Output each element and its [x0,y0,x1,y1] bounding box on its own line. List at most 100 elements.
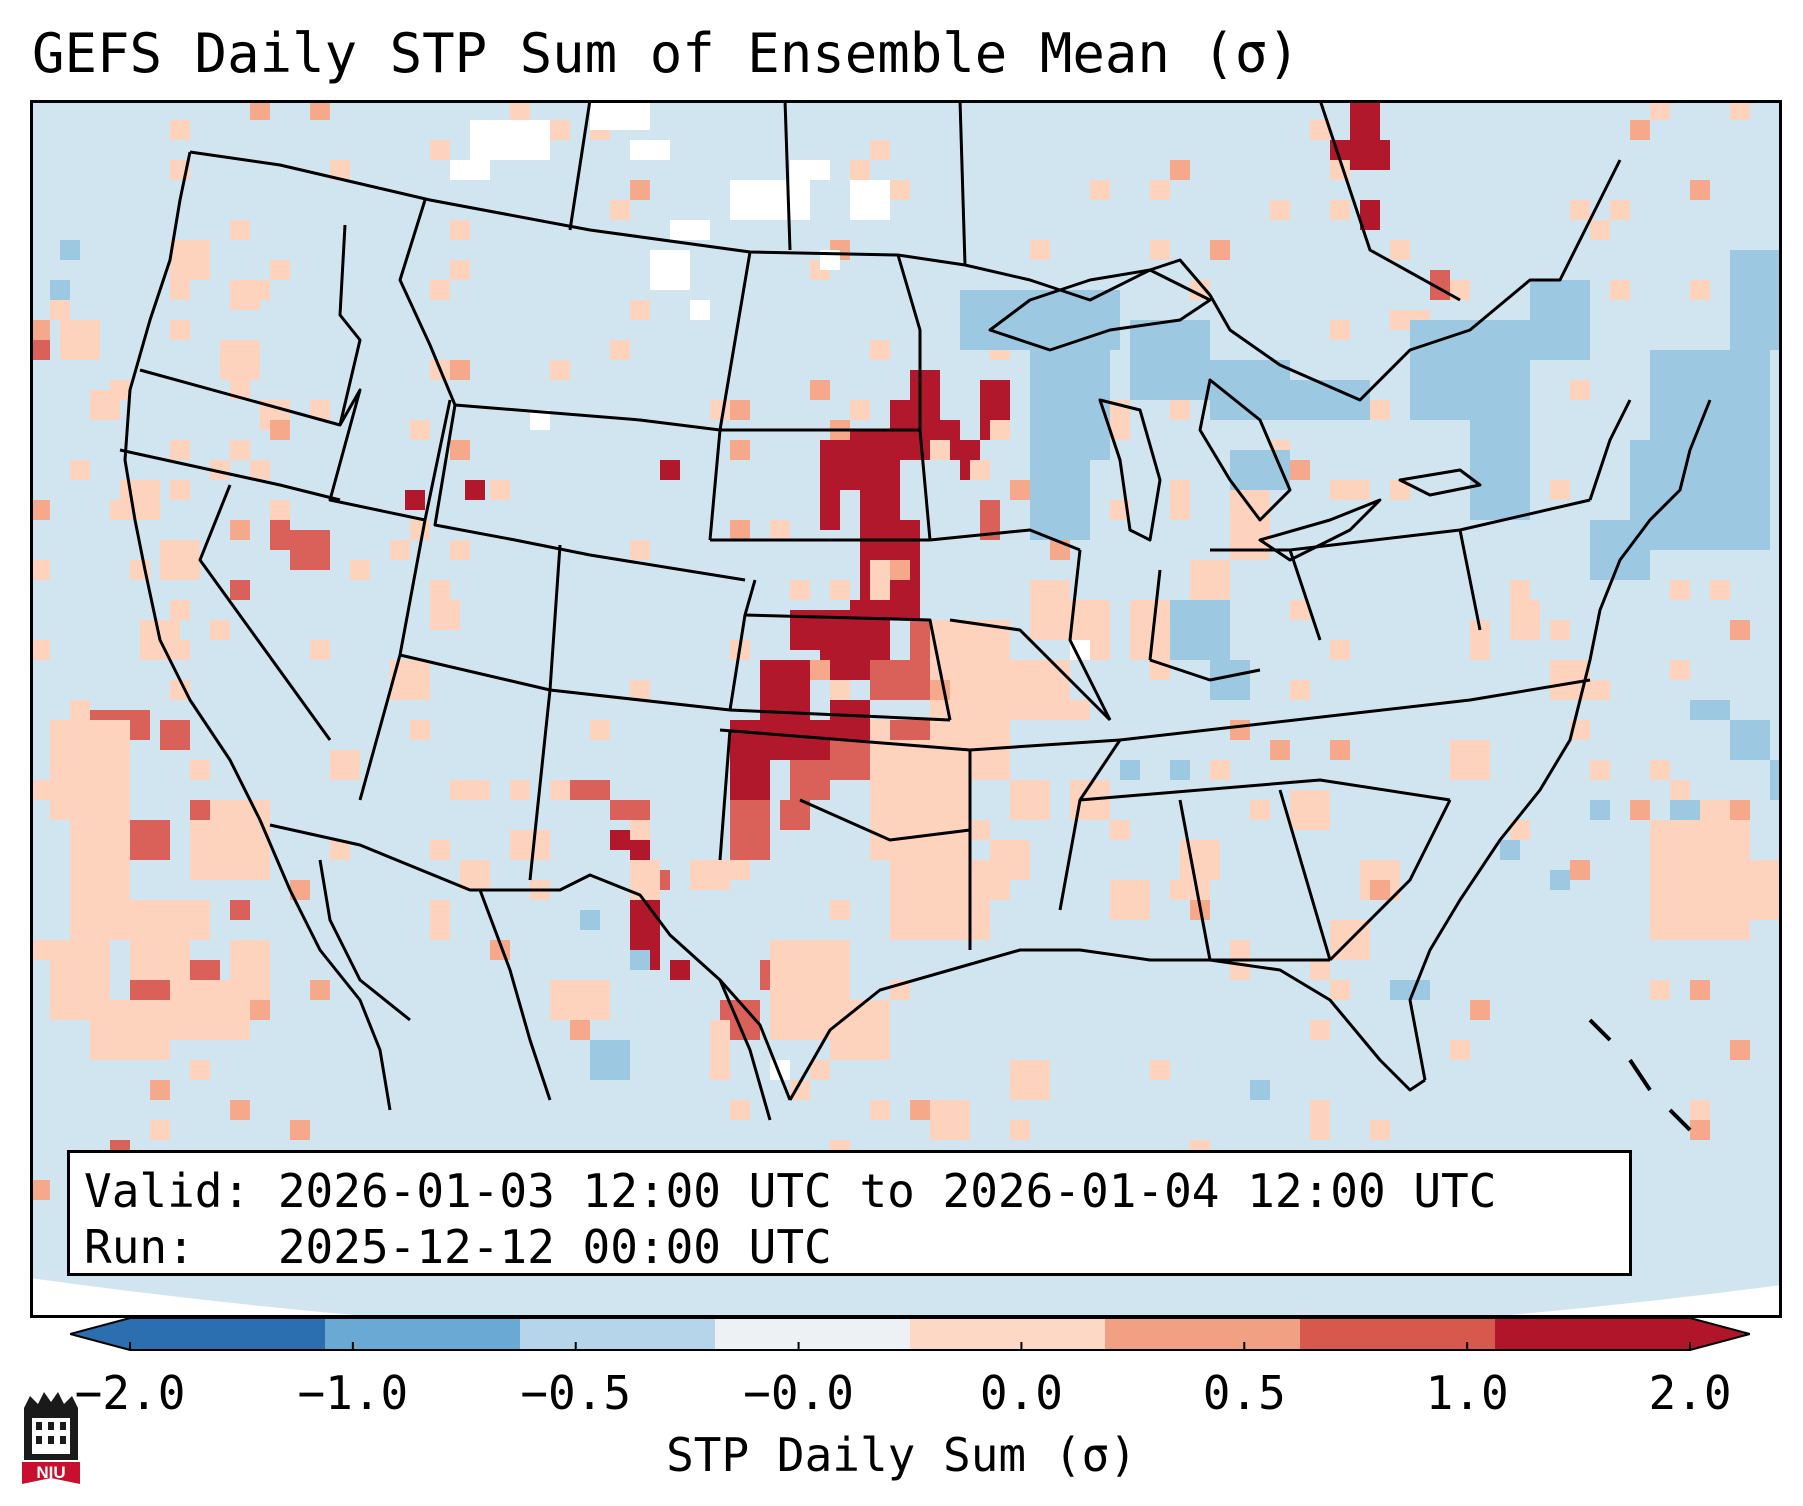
stp-cell-scatter [1330,740,1350,760]
stp-cell-zero [850,180,890,220]
stp-cell-scatter [230,580,250,600]
stp-cell-scatter [890,800,910,820]
stp-cell-scatter [510,780,530,800]
stp-cell-weak [330,750,360,780]
stp-cell-scatter [430,920,450,940]
stp-cell-high [405,490,425,510]
stp-cell-scatter [1170,160,1190,180]
colorbar-tick-label: 1.0 [1425,1366,1509,1420]
stp-cell-scatter [330,840,350,860]
stp-cell-scatter [270,260,290,280]
stp-cell-scatter [430,580,450,600]
colorbar-tick-label: −1.0 [297,1366,409,1420]
stp-cell-scatter [1670,780,1690,800]
stp-cell-scatter [1070,700,1090,720]
stp-cell-zero [690,300,710,320]
stp-cell-scatter [450,220,470,240]
stp-cell-scatter [1150,1060,1170,1080]
stp-cell-zero [590,100,650,130]
stp-cell-scatter [430,900,450,920]
stp-cell-scatter [170,600,190,620]
stp-cell-scatter [190,920,210,940]
stp-cell-weak [1450,740,1490,780]
stp-cell-scatter [170,320,190,340]
stp-cell-medium [790,760,830,800]
stp-cell-weak [1750,860,1780,920]
stp-cell-scatter [490,480,510,500]
stp-cell-scatter [1690,1100,1710,1120]
stp-cell-scatter [410,520,430,540]
stp-cell-weak [1010,1060,1050,1100]
stp-cell-scatter [1010,800,1030,820]
stp-cell-scatter [1350,480,1370,500]
logo-text: NIU [36,1463,65,1482]
stp-cell-scatter [1690,180,1710,200]
stp-cell-scatter [1650,760,1670,780]
stp-cell-scatter [630,300,650,320]
stp-cell-scatter [590,720,610,740]
stp-cell-scatter [910,1100,930,1120]
stp-cell-scatter [1150,240,1170,260]
stp-cell-scatter [50,300,70,320]
stp-cell-scatter [730,1100,750,1120]
stp-cell-scatter [1330,200,1350,220]
stp-cell-scatter [930,440,950,460]
stp-cell-scatter [50,980,70,1000]
stp-map [30,100,1782,1318]
stp-cell-scatter [710,1060,730,1080]
stp-cell-scatter [1310,800,1330,820]
stp-cell-weak [1110,880,1150,920]
stp-cell-scatter [430,140,450,160]
stp-cell-scatter [610,200,630,220]
stp-cell-weak [220,340,260,380]
lake-michigan [1098,398,1162,542]
stp-cell-negative [1590,800,1610,820]
stp-cell-scatter [870,560,890,580]
stp-cell-negative [1730,250,1782,350]
stp-cell-scatter [30,1180,50,1200]
stp-cell-scatter [30,640,50,660]
stp-cell-scatter [770,520,790,540]
stp-cell-scatter [170,440,190,460]
stp-cell-scatter [1330,640,1350,660]
stp-cell-scatter [1450,280,1470,300]
colorbar-segment [1300,1318,1496,1350]
stp-cell-scatter [450,440,470,460]
stp-cell-scatter [550,120,570,140]
stp-cell-scatter [830,900,850,920]
stp-cell-weak [690,860,730,890]
lake-ontario [1398,468,1482,497]
stp-cell-scatter [710,400,730,420]
stp-cell-negative [1530,280,1590,360]
stp-cell-scatter [70,700,90,720]
stp-cell-scatter [1670,660,1690,680]
stp-cell-scatter [990,420,1010,440]
stp-cell-scatter [410,720,430,740]
stp-cell-scatter [1510,580,1530,600]
stp-cell-scatter [70,320,90,340]
stp-cell-scatter [730,520,750,540]
stp-cell-scatter [1550,480,1570,500]
stp-cell-scatter [230,520,250,540]
stp-cell-scatter [1470,1000,1490,1020]
stp-cell-scatter [1290,460,1310,480]
stp-cell-scatter [190,1060,210,1080]
stp-cell-scatter [1310,1100,1330,1120]
stp-cell-scatter [450,260,470,280]
stp-cell-scatter [190,960,210,980]
stp-cell-scatter [190,760,210,780]
stp-cell-negative [50,280,70,300]
stp-cell-weak [510,830,550,860]
stp-cell-negative [1120,760,1140,780]
colorbar-label: STP Daily Sum (σ) [666,1428,1137,1482]
stp-cell-scatter [1630,120,1650,140]
stp-cell-zero [470,120,550,160]
lake-huron [1198,378,1292,522]
stp-cell-weak [1110,400,1130,440]
colorbar-tick-label: −0.0 [743,1366,854,1420]
stp-cell-scatter [1690,280,1710,300]
stp-cell-scatter [1670,580,1690,600]
colorbar [70,1317,1750,1351]
stp-cell-scatter [1730,820,1750,840]
stp-cell-scatter [450,360,470,380]
